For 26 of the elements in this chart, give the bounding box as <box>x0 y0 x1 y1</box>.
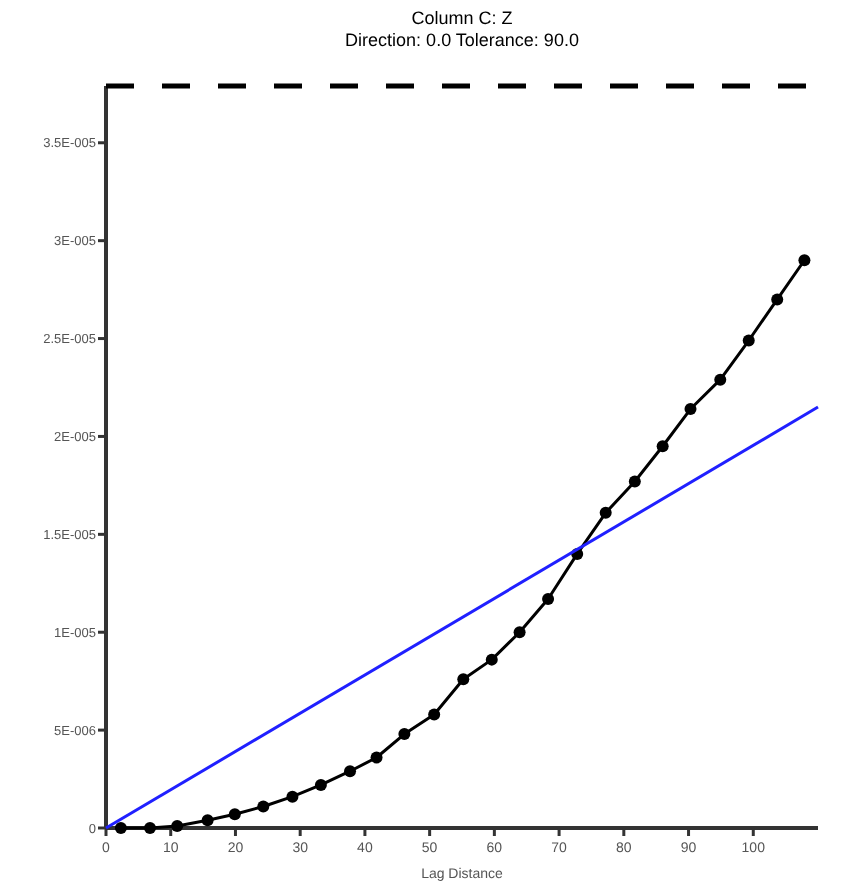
point <box>257 800 270 813</box>
point <box>428 708 441 721</box>
point <box>370 751 383 764</box>
point <box>628 475 641 488</box>
point <box>771 293 784 306</box>
point <box>314 778 327 791</box>
point <box>798 254 811 267</box>
point <box>398 728 411 741</box>
point <box>344 765 357 778</box>
point <box>144 822 157 834</box>
chart-subtitle: Direction: 0.0 Tolerance: 90.0 <box>345 30 579 50</box>
point <box>171 820 184 833</box>
point <box>228 808 241 821</box>
point <box>542 592 555 605</box>
point <box>742 334 755 347</box>
point <box>513 626 526 639</box>
point <box>599 506 612 519</box>
point <box>684 403 697 416</box>
point <box>114 822 127 834</box>
point <box>457 673 470 686</box>
point <box>286 790 299 803</box>
chart-title: Column C: Z <box>411 8 514 28</box>
point <box>485 653 498 666</box>
point <box>201 814 214 827</box>
point <box>714 373 727 386</box>
point <box>656 440 669 453</box>
